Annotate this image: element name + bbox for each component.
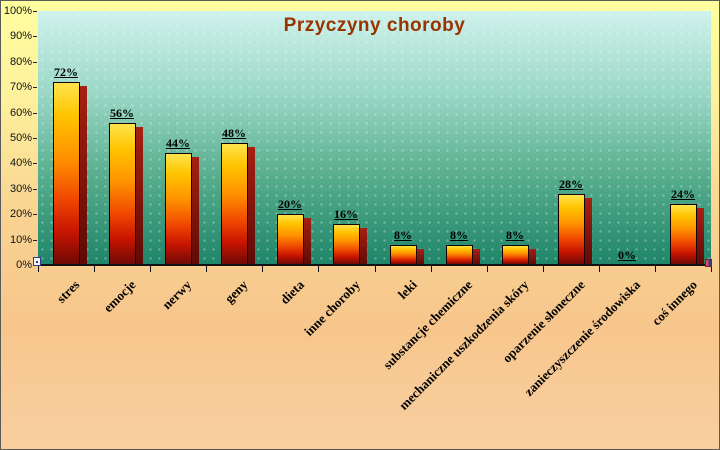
y-tick — [33, 163, 37, 165]
x-tick — [599, 266, 600, 272]
x-tick — [318, 266, 319, 272]
chart-title: Przyczyny choroby — [283, 15, 466, 36]
x-tick — [431, 266, 432, 272]
bar — [221, 143, 248, 265]
bar-shadow — [135, 127, 143, 265]
y-tick — [33, 188, 37, 190]
bar-value-label: 44% — [166, 136, 190, 150]
y-tick-label: 20% — [9, 208, 32, 221]
y-tick — [33, 61, 37, 63]
bar-value-label: 8% — [450, 228, 468, 242]
bar-value-label: 8% — [394, 228, 412, 242]
category-label: dieta — [276, 277, 307, 308]
bar — [558, 194, 585, 265]
x-axis-line — [37, 264, 712, 266]
bar-value-label: 20% — [278, 197, 302, 211]
bar — [446, 245, 473, 265]
bar-shadow — [528, 249, 536, 265]
bar — [277, 214, 304, 265]
y-tick-label: 70% — [9, 81, 32, 94]
bar — [333, 224, 360, 265]
x-tick — [711, 266, 712, 272]
bar-shadow — [247, 147, 255, 265]
bar — [109, 123, 136, 265]
y-tick — [33, 36, 37, 38]
x-tick — [38, 266, 39, 272]
x-tick — [375, 266, 376, 272]
y-tick-label: 60% — [9, 106, 32, 119]
selection-handle-left — [33, 257, 41, 266]
bar-shadow — [584, 198, 592, 265]
x-tick — [487, 266, 488, 272]
y-tick — [33, 138, 37, 139]
category-label: nerwy — [159, 277, 195, 313]
bar-value-label: 24% — [671, 187, 695, 201]
selection-handle-right — [705, 259, 712, 267]
bar-shadow — [359, 228, 367, 265]
bar-value-label: 56% — [110, 106, 134, 120]
bar-shadow — [191, 157, 199, 265]
y-tick-label: 40% — [9, 157, 32, 170]
x-tick — [543, 266, 544, 272]
selection-handle-dot — [36, 261, 38, 263]
y-tick-label: 0% — [16, 259, 32, 271]
category-label: geny — [221, 277, 251, 306]
bar — [165, 153, 192, 265]
bar-shadow — [79, 86, 87, 265]
bar-value-label: 16% — [334, 207, 358, 221]
category-label: inne choroby — [300, 277, 363, 339]
category-label: zanieczyszczenie środowiska — [521, 277, 644, 400]
bar-value-label: 0% — [618, 248, 636, 262]
x-tick — [655, 266, 656, 272]
y-tick-label: 30% — [9, 182, 32, 195]
x-tick — [262, 266, 263, 272]
bar-shadow — [416, 249, 424, 265]
category-label: emocje — [100, 277, 139, 316]
bar-value-label: 48% — [222, 126, 246, 140]
category-label: leki — [394, 277, 420, 302]
bar-value-label: 28% — [559, 177, 583, 191]
y-tick-label: 50% — [9, 132, 32, 144]
y-tick-label: 80% — [9, 55, 32, 68]
bar — [670, 204, 697, 265]
y-tick — [33, 87, 37, 89]
y-tick-label: 100% — [3, 5, 32, 17]
bar-value-label: 8% — [506, 228, 524, 242]
y-tick — [33, 11, 37, 12]
bar-shadow — [472, 249, 480, 265]
bar-value-label: 72% — [54, 65, 78, 79]
bar-shadow — [303, 218, 311, 265]
y-tick-label: 10% — [9, 233, 32, 246]
category-label: coś innego — [648, 277, 700, 329]
category-label: stres — [53, 277, 83, 306]
x-tick — [150, 266, 151, 272]
x-tick — [206, 266, 207, 272]
bar — [53, 82, 80, 265]
x-tick — [94, 266, 95, 272]
bar — [502, 245, 529, 265]
bar — [390, 245, 417, 265]
y-tick — [33, 112, 37, 114]
bar-shadow — [696, 208, 704, 265]
y-tick-label: 90% — [9, 30, 32, 43]
y-tick — [33, 214, 37, 216]
y-tick — [33, 239, 37, 241]
